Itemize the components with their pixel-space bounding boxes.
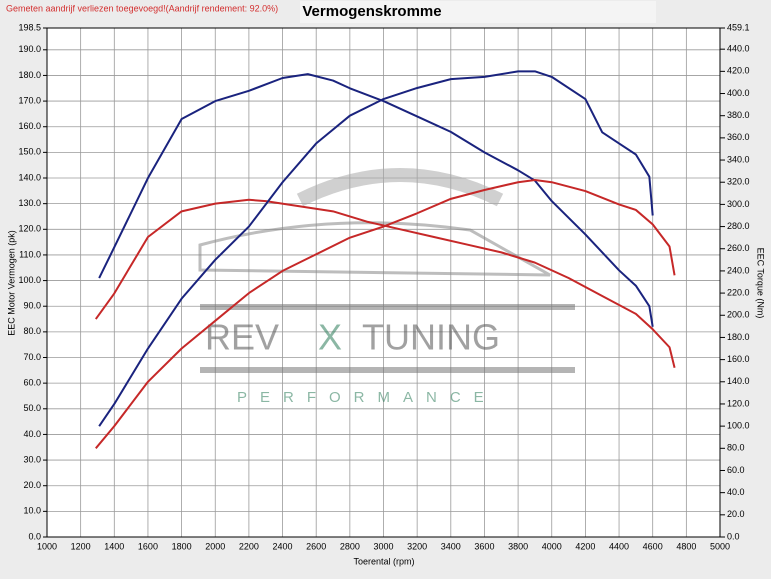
y2-tick-label: 120.0 bbox=[727, 398, 750, 408]
x-tick-label: 1000 bbox=[37, 541, 57, 551]
series-line bbox=[95, 179, 676, 449]
y2-tick-label: 459.1 bbox=[727, 22, 750, 32]
y-tick-label: 50.0 bbox=[23, 403, 41, 413]
y-tick-label: 80.0 bbox=[23, 326, 41, 336]
y2-tick-label: 360.0 bbox=[727, 132, 750, 142]
watermark-text: PERFORMANCE bbox=[237, 389, 497, 406]
x-tick-label: 2400 bbox=[273, 541, 293, 551]
watermark-bar bbox=[200, 367, 575, 373]
x-tick-label: 4800 bbox=[676, 541, 696, 551]
y-tick-label: 198.5 bbox=[18, 22, 41, 32]
y2-tick-label: 160.0 bbox=[727, 354, 750, 364]
y2-tick-label: 220.0 bbox=[727, 287, 750, 297]
x-tick-label: 5000 bbox=[710, 541, 730, 551]
y-tick-label: 10.0 bbox=[23, 506, 41, 516]
watermark-text: X bbox=[318, 317, 342, 358]
y2-tick-label: 80.0 bbox=[727, 443, 745, 453]
x-tick-label: 2000 bbox=[205, 541, 225, 551]
y-tick-label: 180.0 bbox=[18, 70, 41, 80]
x-tick-label: 3000 bbox=[373, 541, 393, 551]
y2-tick-label: 240.0 bbox=[727, 265, 750, 275]
x-tick-label: 2800 bbox=[340, 541, 360, 551]
y2-tick-label: 40.0 bbox=[727, 487, 745, 497]
chart-title: Vermogenskromme bbox=[302, 3, 441, 20]
y-tick-label: 160.0 bbox=[18, 121, 41, 131]
watermark: REV X TUNING PERFORMANCE bbox=[198, 168, 575, 406]
title-box bbox=[300, 1, 656, 23]
y-tick-label: 190.0 bbox=[18, 44, 41, 54]
x-tick-label: 2200 bbox=[239, 541, 259, 551]
series-line bbox=[94, 198, 676, 368]
watermark-text: REV bbox=[205, 317, 279, 358]
x-tick-label: 3800 bbox=[508, 541, 528, 551]
y2-tick-label: 0.0 bbox=[727, 531, 740, 541]
y-tick-label: 140.0 bbox=[18, 172, 41, 182]
x-tick-label: 1400 bbox=[104, 541, 124, 551]
notice: Gemeten aandrijf verliezen toegevoegd!(A… bbox=[6, 3, 278, 13]
y-axis-label: EEC Motor Vermogen (pk) bbox=[6, 230, 16, 336]
x-tick-label: 1600 bbox=[138, 541, 158, 551]
y-tick-label: 110.0 bbox=[19, 249, 41, 259]
y-tick-label: 0.0 bbox=[28, 531, 41, 541]
x-tick-label: 1800 bbox=[172, 541, 192, 551]
x-tick-label: 4600 bbox=[643, 541, 663, 551]
y2-tick-label: 200.0 bbox=[727, 310, 750, 320]
x-tick-label: 4200 bbox=[575, 541, 595, 551]
y2-tick-label: 60.0 bbox=[727, 465, 745, 475]
series-line bbox=[98, 73, 654, 327]
y-tick-label: 90.0 bbox=[23, 301, 41, 311]
plot-border bbox=[46, 27, 721, 538]
watermark-bar bbox=[200, 304, 575, 310]
y-tick-label: 100.0 bbox=[18, 275, 41, 285]
y2-axis-label: EEC Torque (Nm) bbox=[756, 248, 766, 319]
y-tick-label: 170.0 bbox=[18, 95, 41, 105]
x-tick-label: 3400 bbox=[441, 541, 461, 551]
y-tick-label: 20.0 bbox=[23, 480, 41, 490]
y-tick-label: 60.0 bbox=[23, 378, 41, 388]
y-tick-label: 40.0 bbox=[23, 429, 41, 439]
series-line bbox=[98, 70, 654, 427]
y2-tick-label: 100.0 bbox=[727, 421, 750, 431]
x-tick-label: 3200 bbox=[407, 541, 427, 551]
y-tick-label: 120.0 bbox=[18, 224, 41, 234]
y-tick-label: 150.0 bbox=[18, 147, 41, 157]
y-tick-label: 130.0 bbox=[18, 198, 41, 208]
y2-tick-label: 340.0 bbox=[727, 154, 750, 164]
y2-tick-label: 400.0 bbox=[727, 88, 750, 98]
y2-tick-label: 440.0 bbox=[727, 44, 750, 54]
x-tick-label: 2600 bbox=[306, 541, 326, 551]
y2-tick-label: 280.0 bbox=[727, 221, 750, 231]
x-tick-label: 3600 bbox=[474, 541, 494, 551]
y2-tick-label: 140.0 bbox=[727, 376, 750, 386]
y2-tick-label: 320.0 bbox=[727, 177, 750, 187]
y2-tick-label: 260.0 bbox=[727, 243, 750, 253]
y2-tick-label: 20.0 bbox=[727, 509, 745, 519]
y2-tick-label: 420.0 bbox=[727, 66, 750, 76]
y-tick-label: 30.0 bbox=[23, 454, 41, 464]
watermark-gauge bbox=[296, 168, 504, 207]
x-tick-label: 4000 bbox=[542, 541, 562, 551]
x-axis-label: Toerental (rpm) bbox=[353, 556, 414, 566]
y2-tick-label: 380.0 bbox=[727, 110, 750, 120]
y-tick-label: 70.0 bbox=[23, 352, 41, 362]
y2-tick-label: 300.0 bbox=[727, 199, 750, 209]
x-tick-label: 4400 bbox=[609, 541, 629, 551]
x-tick-label: 1200 bbox=[71, 541, 91, 551]
watermark-text: TUNING bbox=[362, 317, 500, 358]
y2-tick-label: 180.0 bbox=[727, 332, 750, 342]
